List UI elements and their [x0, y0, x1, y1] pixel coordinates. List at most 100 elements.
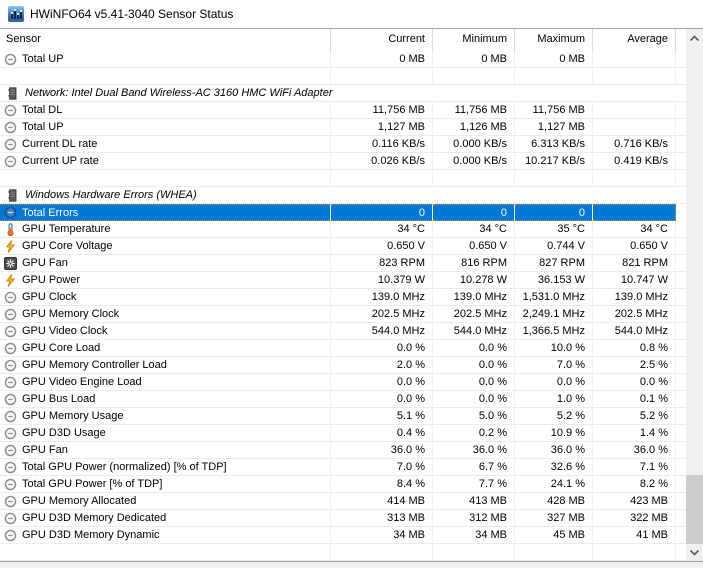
sensor-row[interactable]: GPU Memory Allocated 414 MB 413 MB 428 MB 42…: [0, 493, 686, 510]
sensor-row[interactable]: GPU Clock 139.0 MHz 139.0 MHz 1,531.0 MHz 13…: [0, 289, 686, 306]
value-maximum: 10.217 KB/s: [515, 153, 593, 169]
sensor-row[interactable]: GPU Fan 823 RPM 816 RPM 827 RPM 821 RPM: [0, 255, 686, 272]
sensor-row[interactable]: Total GPU Power (normalized) [% of TDP] 7…: [0, 459, 686, 476]
sensor-row[interactable]: GPU Bus Load 0.0 % 0.0 % 1.0 % 0.1 %: [0, 391, 686, 408]
value-minimum: 0.0 %: [433, 357, 515, 373]
value-average: 544.0 MHz: [593, 323, 676, 339]
value-maximum: 7.0 %: [515, 357, 593, 373]
sensor-row[interactable]: Total GPU Power [% of TDP] 8.4 % 7.7 % 24.1…: [0, 476, 686, 493]
title-bar: HWiNFO64 v5.41-3040 Sensor Status: [0, 0, 703, 29]
value-maximum: 45 MB: [515, 527, 593, 543]
sensor-row[interactable]: GPU Memory Controller Load 2.0 % 0.0 % 7.0 …: [0, 357, 686, 374]
sensor-row[interactable]: GPU D3D Memory Dynamic 34 MB 34 MB 45 MB 41 …: [0, 527, 686, 544]
value-maximum: 0.744 V: [515, 238, 593, 254]
value-maximum: 10.9 %: [515, 425, 593, 441]
value-average: 139.0 MHz: [593, 289, 676, 305]
value-average: 0.650 V: [593, 238, 676, 254]
sensor-row[interactable]: GPU Core Load 0.0 % 0.0 % 10.0 % 0.8 %: [0, 340, 686, 357]
gauge-icon: [4, 138, 17, 151]
sensor-name-cell: GPU Memory Allocated: [0, 493, 331, 509]
gauge-icon: [4, 155, 17, 168]
value-average: 322 MB: [593, 510, 676, 526]
value-current: 0.0 %: [331, 374, 433, 390]
scroll-down-button[interactable]: [686, 544, 703, 561]
chevron-up-icon: [689, 34, 700, 41]
sensor-row[interactable]: Total UP 1,127 MB 1,126 MB 1,127 MB: [0, 119, 686, 136]
spacer-row: [0, 170, 686, 187]
vertical-scrollbar[interactable]: [686, 29, 703, 561]
value-average: 5.2 %: [593, 408, 676, 424]
hwinfo-app-icon[interactable]: [8, 6, 24, 22]
gauge-icon: [4, 495, 17, 508]
value-current: 1,127 MB: [331, 119, 433, 135]
value-average: [593, 68, 676, 84]
value-average: 10.747 W: [593, 272, 676, 288]
value-minimum: 816 RPM: [433, 255, 515, 271]
chip-icon: [6, 188, 19, 202]
column-header-maximum[interactable]: Maximum: [515, 29, 593, 51]
sensor-name-cell: GPU Power: [0, 272, 331, 288]
sensor-name-cell: Total Errors: [0, 204, 331, 221]
sensor-label: Total UP: [22, 53, 64, 65]
value-minimum: [433, 68, 515, 84]
sensor-label: GPU D3D Usage: [22, 427, 106, 439]
value-minimum: 7.7 %: [433, 476, 515, 492]
sensor-name-cell: GPU D3D Memory Dedicated: [0, 510, 331, 526]
sensor-label: GPU Temperature: [22, 223, 111, 235]
sensor-group-label: Network: Intel Dual Band Wireless-AC 316…: [25, 87, 333, 99]
value-current: 0.4 %: [331, 425, 433, 441]
value-current: 7.0 %: [331, 459, 433, 475]
sensor-row[interactable]: GPU Video Engine Load 0.0 % 0.0 % 0.0 % 0.0 …: [0, 374, 686, 391]
sensor-name-cell: GPU Core Load: [0, 340, 331, 356]
value-current: [331, 68, 433, 84]
sensor-label: GPU Memory Allocated: [22, 495, 137, 507]
gauge-icon: [4, 308, 17, 321]
scroll-up-button[interactable]: [686, 29, 703, 46]
scrollbar-thumb[interactable]: [686, 475, 703, 545]
value-average: 36.0 %: [593, 442, 676, 458]
gauge-icon: [4, 461, 17, 474]
value-average: 202.5 MHz: [593, 306, 676, 322]
sensor-row[interactable]: Total Errors 0 0 0: [0, 204, 686, 221]
sensor-row[interactable]: GPU Memory Clock 202.5 MHz 202.5 MHz 2,249.…: [0, 306, 686, 323]
sensor-row[interactable]: GPU D3D Usage 0.4 % 0.2 % 10.9 % 1.4 %: [0, 425, 686, 442]
sensor-row[interactable]: Current DL rate 0.116 KB/s 0.000 KB/s 6.313…: [0, 136, 686, 153]
value-maximum: 1,366.5 MHz: [515, 323, 593, 339]
value-current: [331, 170, 433, 186]
value-current: 823 RPM: [331, 255, 433, 271]
sensor-name-cell: Total GPU Power [% of TDP]: [0, 476, 331, 492]
column-header-row: Sensor Current Minimum Maximum Average: [0, 29, 703, 51]
value-maximum: 5.2 %: [515, 408, 593, 424]
column-header-average[interactable]: Average: [593, 29, 676, 51]
sensor-row[interactable]: Total UP 0 MB 0 MB 0 MB: [0, 51, 686, 68]
value-minimum: 34 MB: [433, 527, 515, 543]
column-header-sensor[interactable]: Sensor: [0, 29, 331, 51]
value-maximum: 327 MB: [515, 510, 593, 526]
column-header-current[interactable]: Current: [331, 29, 433, 51]
sensor-row[interactable]: GPU Core Voltage 0.650 V 0.650 V 0.744 V 0.6…: [0, 238, 686, 255]
value-current: 0: [331, 204, 433, 221]
sensor-name-cell: GPU Memory Clock: [0, 306, 331, 322]
value-current: 0.650 V: [331, 238, 433, 254]
fan-icon: [4, 256, 17, 270]
sensor-group-header-row[interactable]: Windows Hardware Errors (WHEA): [0, 187, 686, 204]
value-minimum: 10.278 W: [433, 272, 515, 288]
sensor-row[interactable]: Total DL 11,756 MB 11,756 MB 11,756 MB: [0, 102, 686, 119]
sensor-name-cell: GPU D3D Memory Dynamic: [0, 527, 331, 543]
sensor-row[interactable]: GPU Power 10.379 W 10.278 W 36.153 W 10.747 …: [0, 272, 686, 289]
value-maximum: 6.313 KB/s: [515, 136, 593, 152]
column-header-minimum[interactable]: Minimum: [433, 29, 515, 51]
sensor-row[interactable]: Current UP rate 0.026 KB/s 0.000 KB/s 10.21…: [0, 153, 686, 170]
sensor-group-header-row[interactable]: Network: Intel Dual Band Wireless-AC 316…: [0, 85, 686, 102]
sensor-row[interactable]: GPU Temperature 34 °C 34 °C 35 °C 34 °C: [0, 221, 686, 238]
gauge-icon: [4, 393, 17, 406]
sensor-name-cell: GPU Temperature: [0, 221, 331, 237]
sensor-row[interactable]: GPU Memory Usage 5.1 % 5.0 % 5.2 % 5.2 %: [0, 408, 686, 425]
sensor-row[interactable]: GPU D3D Memory Dedicated 313 MB 312 MB 327 …: [0, 510, 686, 527]
value-minimum: 0.000 KB/s: [433, 136, 515, 152]
sensor-row[interactable]: GPU Video Clock 544.0 MHz 544.0 MHz 1,366.5…: [0, 323, 686, 340]
value-average: 0.8 %: [593, 340, 676, 356]
sensor-row[interactable]: GPU Fan 36.0 % 36.0 % 36.0 % 36.0 %: [0, 442, 686, 459]
sensor-name-cell: GPU Bus Load: [0, 391, 331, 407]
